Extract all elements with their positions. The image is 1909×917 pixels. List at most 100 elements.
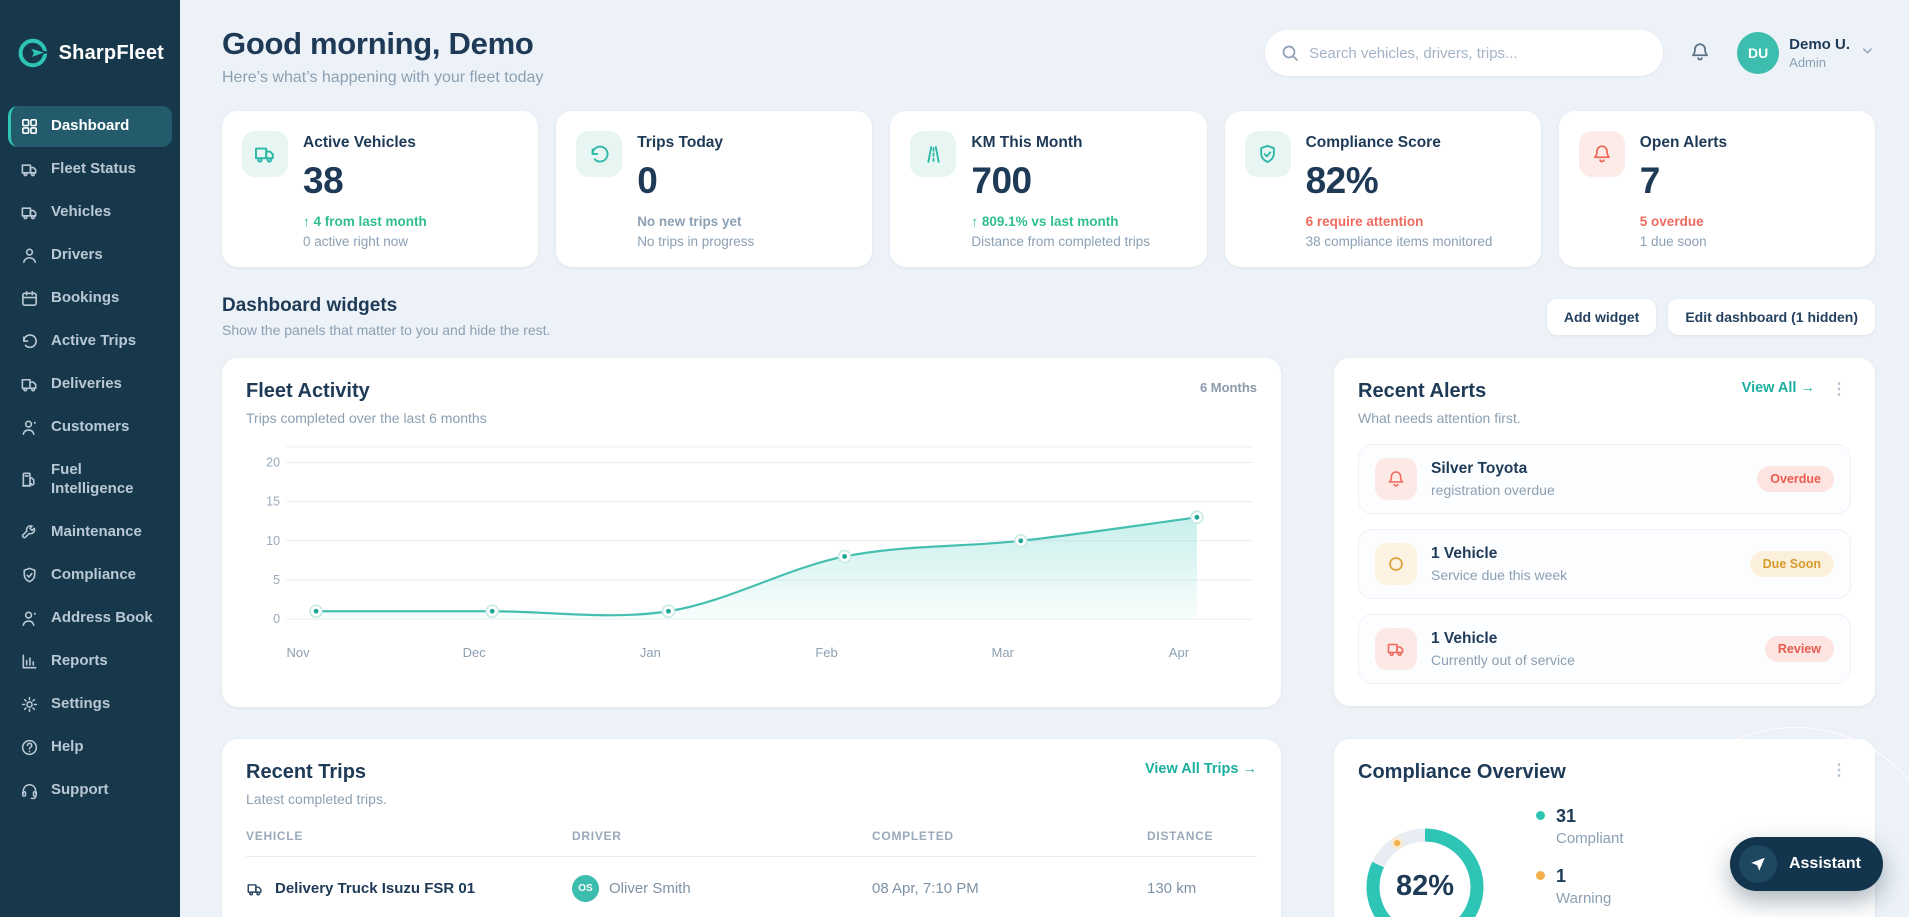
alert-title: 1 Vehicle [1431,630,1498,647]
sidebar-item-fleet-status[interactable]: Fleet Status [8,149,172,190]
stat-delta: 5 overdue [1639,214,1704,229]
sidebar-item-label: Help [51,737,84,755]
svg-text:0: 0 [273,612,280,626]
status-badge: Overdue [1757,466,1834,492]
sidebar-item-label: Vehicles [51,203,112,221]
sidebar-item-label: Maintenance [51,522,142,540]
sidebar-item-vehicles[interactable]: Vehicles [8,192,172,233]
kebab-menu-icon[interactable]: ⋮ [1827,380,1851,400]
view-all-trips-link[interactable]: View All Trips → [1144,761,1257,777]
view-all-alerts-link[interactable]: View All → [1741,380,1815,396]
recent-trips-card: Recent Trips Latest completed trips. Vie… [222,739,1281,917]
col-driver: DRIVER [572,829,622,843]
range-selector[interactable]: 6 Months [1199,380,1257,395]
stat-delta: ↑ 4 from last month [303,214,427,229]
table-row[interactable]: Delivery Truck Isuzu FSR 01 OS Oliver Sm… [246,857,1257,917]
stat-cards: Active Vehicles 38 ↑ 4 from last month 0… [222,111,1875,267]
brand-logo: SharpFleet [0,26,180,106]
sidebar-item-settings[interactable]: Settings [8,684,172,725]
stat-value: 38 [303,160,344,201]
stat-note: No trips in progress [637,234,755,249]
sidebar-item-help[interactable]: Help [8,727,172,768]
svg-text:Jan: Jan [640,645,661,660]
fuel-pump-icon [22,472,35,488]
sidebar-item-label: Drivers [51,246,103,264]
stat-delta: ↑ 809.1% vs last month [971,214,1119,229]
gear-icon [21,696,38,712]
users-icon [22,420,36,435]
circle-icon [1375,543,1417,585]
sidebar-item-deliveries[interactable]: Deliveries [8,364,172,405]
svg-text:Apr: Apr [1169,645,1190,660]
truck-icon [242,131,288,177]
sidebar-item-label: Support [51,780,109,798]
alert-desc: registration overdue [1431,482,1555,498]
recent-trips-title: Recent Trips [246,761,367,783]
truck-icon [21,164,37,177]
search-icon [1280,43,1300,68]
sidebar-item-drivers[interactable]: Drivers [8,235,172,276]
search-input[interactable] [1265,30,1664,76]
sidebar-item-address-book[interactable]: Address Book [8,598,172,639]
sidebar-item-bookings[interactable]: Bookings [8,278,172,319]
add-widget-button[interactable]: Add widget [1546,298,1657,335]
recent-alerts-card: Recent Alerts What needs attention first… [1334,358,1875,706]
assistant-label: Assistant [1788,855,1861,872]
sidebar-item-dashboard[interactable]: Dashboard [8,106,172,147]
avatar: DU [1737,32,1780,74]
sidebar-item-support[interactable]: Support [8,770,172,811]
truck-icon [1375,628,1417,670]
col-completed: COMPLETED [872,829,954,843]
kebab-menu-icon[interactable]: ⋮ [1827,761,1851,781]
brand-name: SharpFleet [58,41,164,64]
status-badge: Due Soon [1749,551,1834,577]
sidebar-item-label: Active Trips [51,332,137,350]
alert-desc: Currently out of service [1431,652,1575,668]
sidebar-item-reports[interactable]: Reports [8,641,172,682]
shield-check-icon [23,567,36,582]
svg-text:Mar: Mar [992,645,1015,660]
sidebar-item-label: Fuel Intelligence [51,461,134,497]
bar-chart-icon [22,654,37,668]
stat-note: Distance from completed trips [971,234,1150,249]
svg-text:Feb: Feb [815,645,837,660]
stat-value: 82% [1305,160,1379,201]
sidebar-item-maintenance[interactable]: Maintenance [8,512,172,553]
sidebar-item-label: Fleet Status [51,160,137,178]
shield-check-icon [1244,131,1291,177]
assistant-plane-icon [1738,845,1777,883]
sidebar-item-label: Dashboard [51,117,130,135]
alert-desc: Service due this week [1431,567,1568,583]
sidebar-item-active-trips[interactable]: Active Trips [8,321,172,362]
sidebar-nav: Dashboard Fleet Status Vehicles Drivers … [0,106,180,811]
stat-label: Active Vehicles [303,134,416,151]
sidebar-item-compliance[interactable]: Compliance [8,555,172,596]
compliance-donut-chart: 82% [1358,820,1492,917]
driver-name: Oliver Smith [609,880,691,897]
bell-icon [1578,131,1625,177]
sidebar-item-fuel-intelligence[interactable]: Fuel Intelligence [8,450,172,510]
user-name: Demo U. [1789,36,1850,53]
notifications-button[interactable] [1685,37,1715,70]
headset-icon [21,783,38,799]
user-icon [22,248,37,263]
donut-percent-label: 82% [1395,870,1455,902]
user-menu[interactable]: DU Demo U. Admin [1737,32,1875,74]
alert-item[interactable]: 1 Vehicle Service due this week Due Soon [1358,529,1851,599]
stat-delta: No new trips yet [637,214,742,229]
sidebar-item-label: Deliveries [51,375,122,393]
widgets-title: Dashboard widgets [222,295,398,316]
vehicle-name: Delivery Truck Isuzu FSR 01 [275,880,476,897]
edit-dashboard-button[interactable]: Edit dashboard (1 hidden) [1668,298,1875,335]
truck-icon [21,207,37,220]
truck-icon [21,378,37,392]
stat-note: 38 compliance items monitored [1305,234,1493,249]
alert-item[interactable]: Silver Toyota registration overdue Overd… [1358,444,1851,514]
assistant-button[interactable]: Assistant [1729,837,1883,891]
sidebar-item-customers[interactable]: Customers [8,407,172,448]
stat-card-active-vehicles: Active Vehicles 38 ↑ 4 from last month 0… [222,111,539,267]
alert-item[interactable]: 1 Vehicle Currently out of service Revie… [1358,614,1851,684]
sidebar-item-label: Customers [51,418,130,436]
stat-card-compliance-score: Compliance Score 82% 6 require attention… [1224,111,1541,267]
